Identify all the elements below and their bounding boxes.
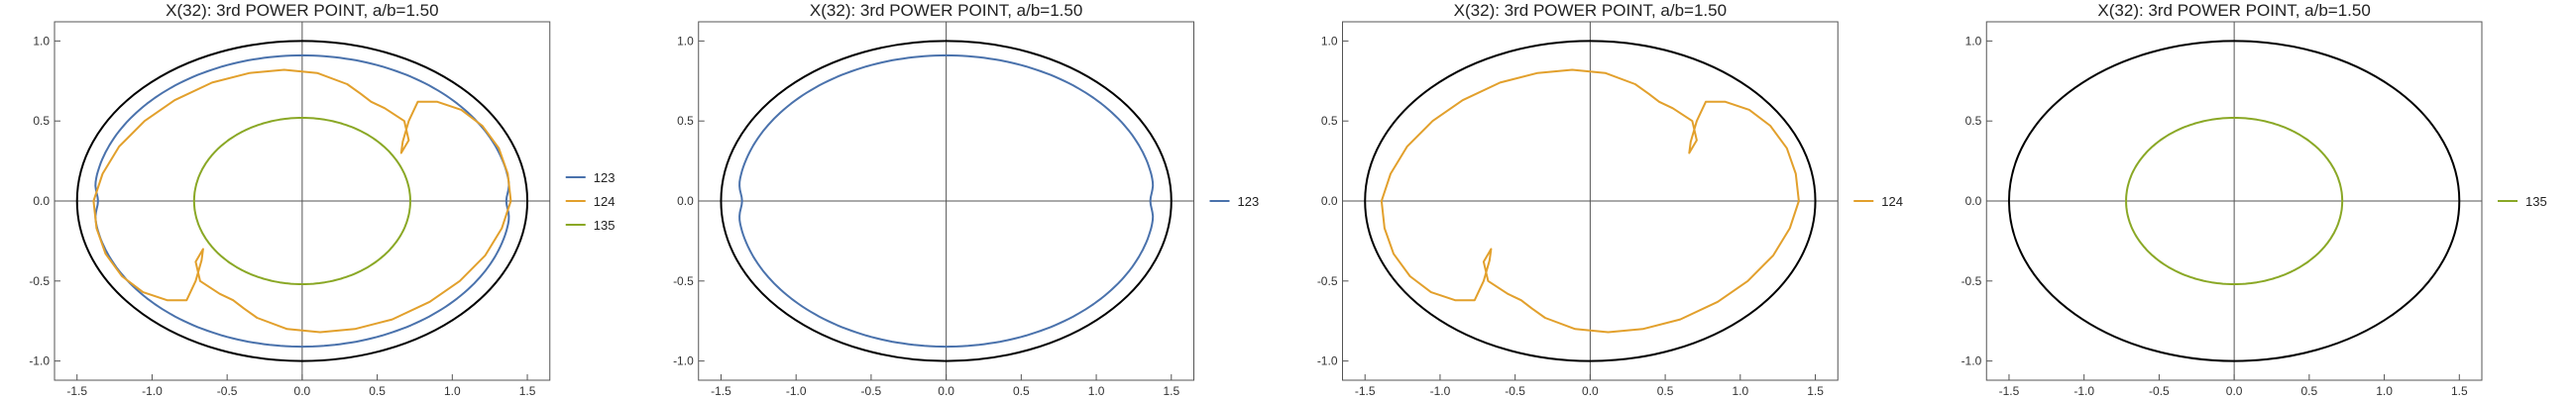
y-tick-label: 0.5	[677, 114, 694, 128]
legend-label-123: 123	[594, 170, 616, 185]
y-tick-label: -1.0	[1317, 354, 1338, 368]
y-tick-label: 0.5	[1321, 114, 1338, 128]
x-tick-label: 0.5	[369, 384, 386, 398]
x-tick-label: -0.5	[861, 384, 882, 398]
x-tick-label: -1.5	[1999, 384, 2020, 398]
x-tick-label: -1.5	[711, 384, 731, 398]
y-tick-label: 0.0	[33, 194, 50, 208]
y-tick-label: 1.0	[1965, 34, 1982, 48]
series-curve-123	[94, 53, 510, 349]
chart-panel-1: X(32): 3rd POWER POINT, a/b=1.50 -1.5 -1.0…	[29, 1, 615, 398]
x-tick-label: 0.0	[2226, 384, 2243, 398]
legend-label-124: 124	[594, 194, 616, 209]
y-tick-label: -0.5	[29, 274, 50, 288]
x-tick-label: -1.5	[1355, 384, 1376, 398]
x-tick-label: 1.0	[444, 384, 461, 398]
legend-label-123: 123	[1238, 194, 1260, 209]
x-tick-label: 0.0	[1582, 384, 1599, 398]
y-tick-label: -0.5	[673, 274, 694, 288]
chart-title: X(32): 3rd POWER POINT, a/b=1.50	[1454, 1, 1727, 20]
x-tick-label: 0.5	[1657, 384, 1674, 398]
legend-label-124: 124	[1881, 194, 1903, 209]
series-curve-124	[1380, 68, 1800, 334]
x-tick-label: 1.5	[1807, 384, 1824, 398]
chart-title: X(32): 3rd POWER POINT, a/b=1.50	[166, 1, 438, 20]
x-tick-label: -0.5	[217, 384, 238, 398]
legend-label-135: 135	[594, 218, 616, 233]
series-curve-123	[738, 53, 1155, 349]
reference-ellipse	[75, 40, 529, 362]
chart-panel-2: X(32): 3rd POWER POINT, a/b=1.50 -1.5 -1.0…	[673, 1, 1259, 398]
x-tick-label: -0.5	[1505, 384, 1525, 398]
y-tick-label: 0.0	[1965, 194, 1982, 208]
reference-ellipse	[1364, 40, 1817, 362]
chart-title: X(32): 3rd POWER POINT, a/b=1.50	[2097, 1, 2370, 20]
series-curve-135	[192, 117, 411, 285]
x-tick-label: 1.5	[2451, 384, 2468, 398]
x-tick-label: -0.5	[2149, 384, 2170, 398]
reference-ellipse	[2007, 40, 2461, 362]
chart-panel-3: X(32): 3rd POWER POINT, a/b=1.50 -1.5 -1.0…	[1317, 1, 1903, 398]
x-tick-label: -1.0	[786, 384, 807, 398]
x-tick-label: 1.0	[1732, 384, 1748, 398]
x-tick-label: 0.5	[2301, 384, 2318, 398]
y-tick-label: -1.0	[673, 354, 694, 368]
x-tick-label: 1.5	[519, 384, 536, 398]
y-tick-label: 0.5	[1965, 114, 1982, 128]
x-tick-label: 0.5	[1013, 384, 1030, 398]
y-tick-label: 0.5	[33, 114, 50, 128]
x-tick-label: -1.5	[66, 384, 87, 398]
y-tick-label: -1.0	[29, 354, 50, 368]
y-tick-label: 0.0	[1321, 194, 1338, 208]
series-curve-135	[2125, 117, 2344, 285]
series-curve-124	[92, 68, 512, 334]
reference-ellipse	[720, 40, 1173, 362]
y-tick-label: -0.5	[1317, 274, 1338, 288]
x-tick-label: 1.0	[1088, 384, 1105, 398]
y-tick-label: 1.0	[1321, 34, 1338, 48]
x-tick-label: -1.0	[1430, 384, 1451, 398]
x-tick-label: -1.0	[142, 384, 163, 398]
y-tick-label: -1.0	[1961, 354, 1982, 368]
chart-panel-4: X(32): 3rd POWER POINT, a/b=1.50 -1.5 -1.0…	[1961, 1, 2547, 398]
y-tick-label: 0.0	[677, 194, 694, 208]
x-tick-label: 1.0	[2376, 384, 2393, 398]
y-tick-label: -0.5	[1961, 274, 1982, 288]
x-tick-label: 1.5	[1163, 384, 1179, 398]
x-tick-label: -1.0	[2073, 384, 2094, 398]
x-tick-label: 0.0	[294, 384, 311, 398]
chart-title: X(32): 3rd POWER POINT, a/b=1.50	[810, 1, 1082, 20]
legend-label-135: 135	[2525, 194, 2547, 209]
x-tick-label: 0.0	[938, 384, 954, 398]
y-tick-label: 1.0	[677, 34, 694, 48]
y-tick-label: 1.0	[33, 34, 50, 48]
